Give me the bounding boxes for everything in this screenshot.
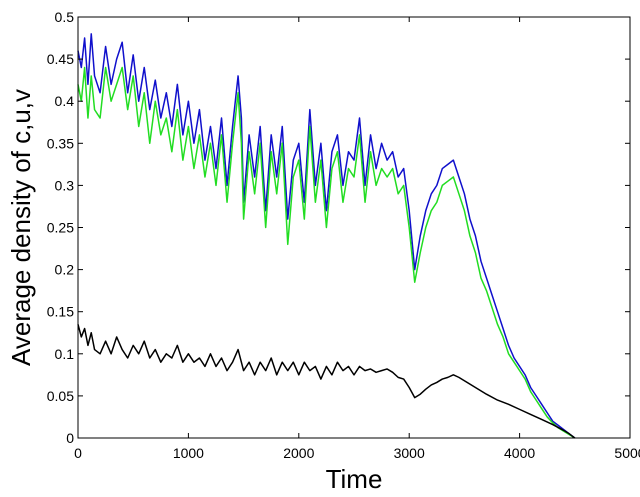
y-tick-label: 0.05 <box>47 388 74 404</box>
y-tick-label: 0.4 <box>55 93 75 109</box>
x-tick-label: 3000 <box>394 445 425 461</box>
y-tick-label: 0.45 <box>47 51 74 67</box>
y-tick-label: 0 <box>66 430 74 446</box>
x-axis-title: Time <box>326 464 383 494</box>
plot-lines <box>77 33 576 439</box>
y-axis: 0 0.05 0.1 0.15 0.2 0.25 0.3 0.35 0.4 0.45 0.5 <box>47 9 630 446</box>
y-tick-label: 0.35 <box>47 135 74 151</box>
x-tick-label: 4000 <box>504 445 535 461</box>
y-tick-label: 0.5 <box>55 9 75 25</box>
series-line-1 <box>77 66 576 439</box>
x-tick-label: 1000 <box>173 445 204 461</box>
y-tick-label: 0.3 <box>55 177 75 193</box>
y-tick-label: 0.1 <box>55 346 75 362</box>
x-tick-label: 0 <box>74 445 82 461</box>
y-axis-title: Average density of c,u,v <box>6 89 36 366</box>
y-tick-label: 0.15 <box>47 304 74 320</box>
x-tick-label: 2000 <box>283 445 314 461</box>
series-line-2 <box>77 324 576 439</box>
series-line-0 <box>77 33 576 439</box>
y-tick-label: 0.25 <box>47 220 74 236</box>
y-tick-label: 0.2 <box>55 262 75 278</box>
